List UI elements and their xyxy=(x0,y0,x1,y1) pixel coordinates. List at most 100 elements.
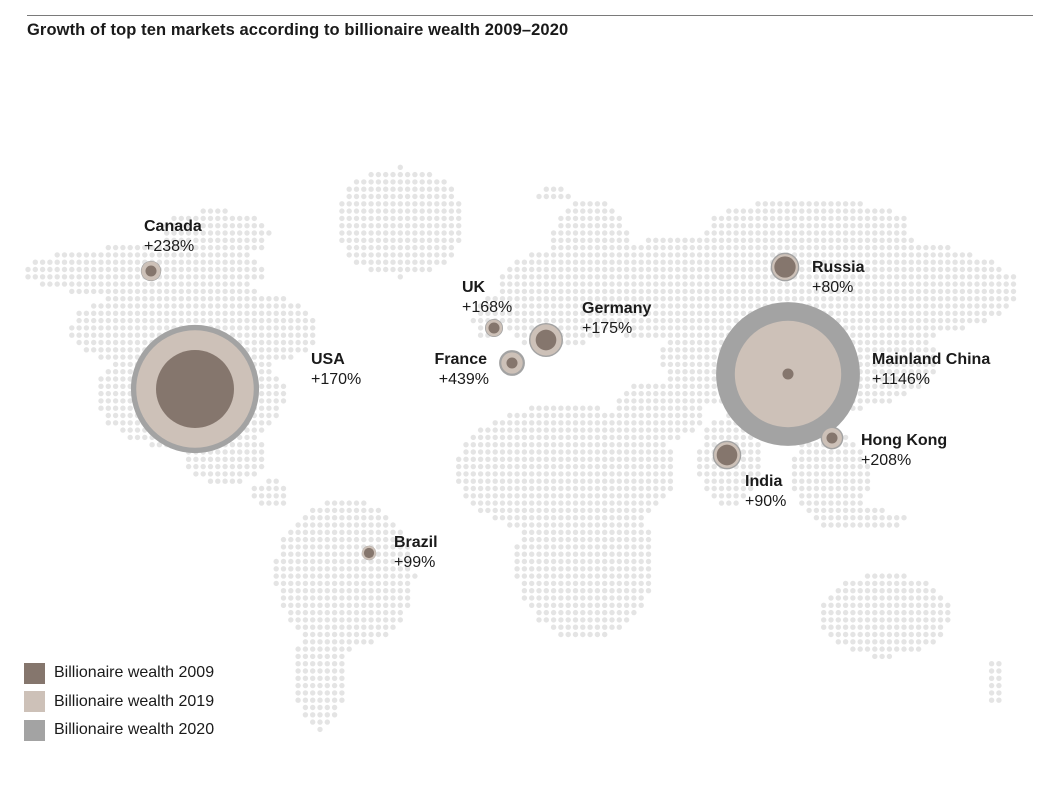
land-dot xyxy=(543,259,549,265)
land-dot xyxy=(791,237,798,243)
land-dot xyxy=(667,244,674,251)
land-dot xyxy=(156,259,163,265)
land-dot xyxy=(879,617,885,623)
land-dot xyxy=(134,310,141,316)
land-dot xyxy=(696,361,703,368)
land-dot xyxy=(463,485,469,492)
land-dot xyxy=(828,215,834,222)
land-dot xyxy=(572,317,579,324)
land-dot xyxy=(572,471,579,477)
land-dot xyxy=(521,274,528,280)
bubble-germany-2009 xyxy=(535,329,557,351)
land-dot xyxy=(258,332,265,338)
land-dot xyxy=(864,609,871,616)
land-dot xyxy=(580,588,586,594)
land-dot xyxy=(894,215,900,222)
land-dot xyxy=(397,588,403,594)
land-dot xyxy=(645,405,652,411)
land-dot xyxy=(499,317,506,324)
land-dot xyxy=(288,609,294,616)
land-dot xyxy=(623,485,630,492)
land-dot xyxy=(112,252,119,258)
land-dot xyxy=(857,507,863,514)
land-dot xyxy=(777,237,783,243)
land-dot xyxy=(368,259,374,265)
land-dot xyxy=(543,558,549,565)
land-dot xyxy=(521,566,528,572)
land-dot xyxy=(572,631,579,638)
land-dot xyxy=(76,266,82,273)
land-dot xyxy=(339,675,345,681)
land-dot xyxy=(91,281,97,287)
land-dot xyxy=(631,310,637,316)
land-dot xyxy=(105,281,112,287)
land-dot xyxy=(419,208,425,214)
land-dot xyxy=(937,609,944,616)
land-dot xyxy=(120,354,126,360)
land-dot xyxy=(280,347,287,353)
land-dot xyxy=(550,471,557,477)
land-dot xyxy=(996,266,1002,273)
land-dot xyxy=(850,602,856,608)
land-dot xyxy=(237,266,243,273)
land-dot xyxy=(857,332,863,338)
land-dot xyxy=(580,310,586,316)
land-dot xyxy=(923,288,929,295)
land-dot xyxy=(594,427,601,433)
land-dot xyxy=(930,347,936,353)
bubble-hong-kong-2009 xyxy=(826,432,838,444)
land-dot xyxy=(346,595,352,601)
land-dot xyxy=(324,551,330,557)
land-dot xyxy=(485,500,491,506)
land-dot xyxy=(390,595,396,601)
land-dot xyxy=(602,522,608,528)
land-dot xyxy=(864,376,871,382)
land-dot xyxy=(434,186,440,192)
land-dot xyxy=(529,529,535,535)
land-dot xyxy=(711,252,717,258)
land-dot xyxy=(514,463,520,470)
land-dot xyxy=(631,266,637,273)
land-dot xyxy=(404,201,411,207)
land-dot xyxy=(842,296,849,302)
land-dot xyxy=(193,223,199,229)
land-dot xyxy=(675,434,681,441)
land-dot xyxy=(915,274,922,280)
land-dot xyxy=(529,471,535,477)
land-dot xyxy=(434,215,440,222)
land-dot xyxy=(47,266,53,273)
land-dot xyxy=(361,617,367,623)
land-dot xyxy=(609,595,615,601)
land-dot xyxy=(426,186,433,192)
land-dot xyxy=(550,434,557,441)
land-dot xyxy=(156,252,163,258)
land-dot xyxy=(302,515,309,521)
land-dot xyxy=(200,208,206,214)
land-dot xyxy=(441,259,447,265)
land-dot xyxy=(740,223,747,229)
land-dot xyxy=(587,237,593,243)
land-dot xyxy=(368,244,374,251)
land-dot xyxy=(952,310,958,316)
land-dot xyxy=(280,551,287,557)
land-dot xyxy=(1003,274,1009,280)
land-dot xyxy=(645,507,652,514)
land-dot xyxy=(587,288,593,295)
land-dot xyxy=(565,303,571,309)
land-dot xyxy=(894,296,900,302)
land-dot xyxy=(514,317,520,324)
land-dot xyxy=(645,478,652,484)
land-dot xyxy=(857,617,863,623)
land-dot xyxy=(718,332,725,338)
land-dot xyxy=(112,369,119,375)
land-dot xyxy=(521,500,528,506)
land-dot xyxy=(200,456,206,462)
land-dot xyxy=(463,463,469,470)
land-dot xyxy=(529,522,535,528)
land-dot xyxy=(748,237,754,243)
land-dot xyxy=(310,682,316,689)
land-dot xyxy=(244,252,250,258)
land-dot xyxy=(850,485,856,492)
land-dot xyxy=(740,296,747,302)
land-dot xyxy=(529,602,535,608)
